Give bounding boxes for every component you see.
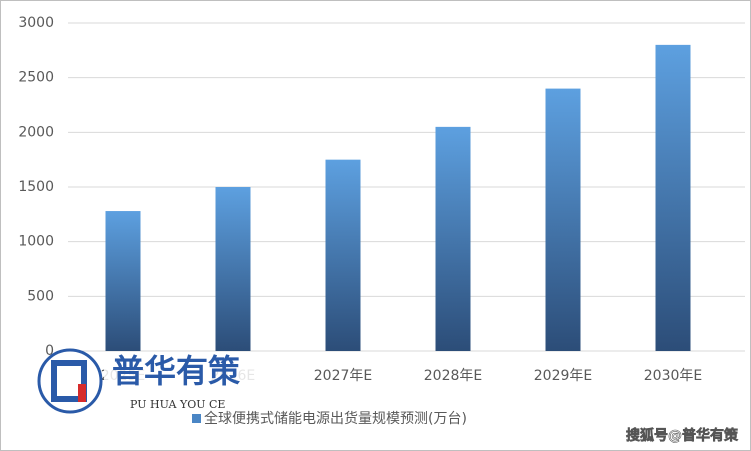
x-tick-label: 2030年E	[644, 368, 702, 384]
logo-name: 普华有策	[112, 352, 240, 390]
logo-bg	[104, 354, 274, 390]
legend-swatch	[192, 414, 201, 423]
logo-ring	[37, 348, 103, 414]
watermark: 搜狐号@普华有策	[626, 427, 739, 444]
y-tick-label: 1500	[18, 179, 54, 195]
logo-mark	[51, 360, 87, 402]
bar	[325, 159, 361, 351]
y-tick-label: 3000	[18, 15, 54, 31]
y-tick-label: 0	[45, 343, 54, 359]
bar	[215, 187, 251, 351]
bar	[655, 44, 691, 351]
logo-subtitle: PU HUA YOU CE	[130, 398, 225, 411]
bar	[435, 126, 471, 351]
y-tick-label: 1000	[18, 234, 54, 250]
bar	[545, 88, 581, 351]
x-tick-label: 2028年E	[424, 368, 482, 384]
bar	[105, 211, 141, 351]
legend-label: 全球便携式储能电源出货量规模预测(万台)	[204, 410, 467, 427]
logo-mark	[78, 384, 86, 402]
logo: 普华有策 PU HUA YOU CE	[37, 348, 274, 414]
y-tick-label: 2000	[18, 124, 54, 140]
x-tick-label: 2029年E	[534, 368, 592, 384]
x-tick-label: 2027年E	[314, 368, 372, 384]
y-tick-label: 500	[27, 288, 54, 304]
y-tick-label: 2500	[18, 70, 54, 86]
